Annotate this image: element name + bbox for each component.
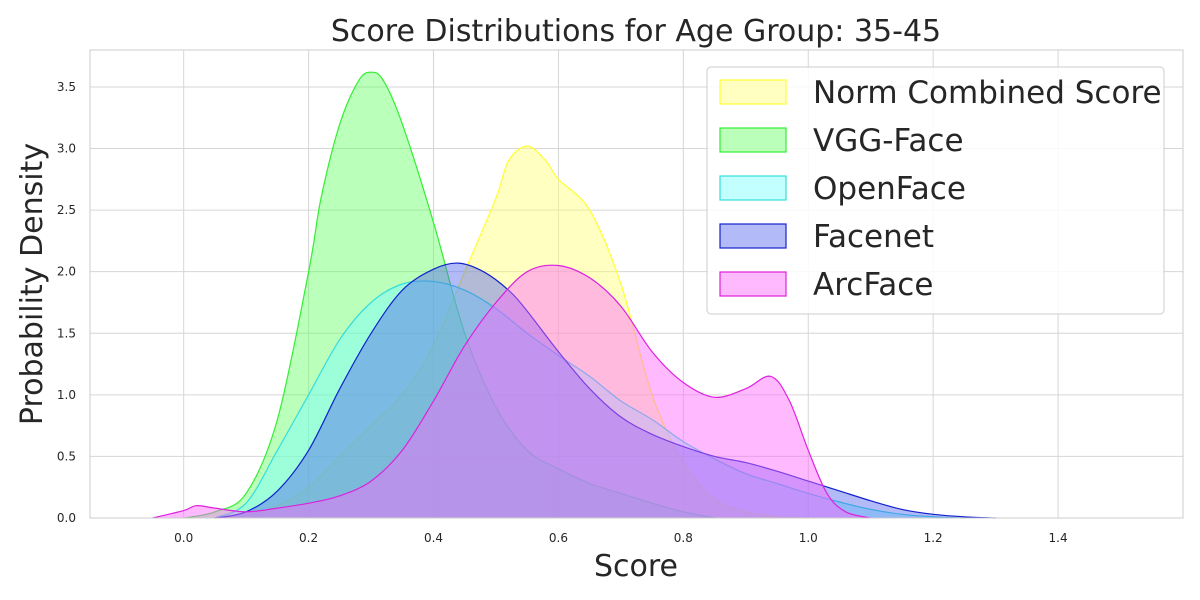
series-layer <box>152 71 996 519</box>
series-line-openface <box>214 280 965 519</box>
x-tick-labels: 0.0 0.2 0.4 0.6 0.8 1.0 1.2 1.4 <box>174 531 1067 545</box>
legend-swatch-norm-combined-score <box>719 79 787 105</box>
series-area-vgg-face <box>183 72 715 518</box>
y-tick-label: 2.5 <box>57 203 76 217</box>
x-axis-label: Score <box>594 549 678 584</box>
series-line-arcface <box>152 264 871 519</box>
legend-label-openface: OpenFace <box>813 171 966 207</box>
x-tick-label: 0.0 <box>174 531 193 545</box>
plot-frame <box>89 49 1184 519</box>
legend: Norm Combined Score VGG-Face OpenFace Facen… <box>706 66 1165 315</box>
y-axis-label: Probability Density <box>15 143 50 425</box>
legend-label-norm-combined-score: Norm Combined Score <box>813 75 1162 111</box>
legend-label-arcface: ArcFace <box>813 267 933 303</box>
legend-box <box>706 66 1165 315</box>
y-tick-label: 0.5 <box>57 449 76 463</box>
legend-label-vgg-face: VGG-Face <box>813 123 964 159</box>
y-tick-label: 0.0 <box>57 511 76 525</box>
y-tick-labels: 0.0 0.5 1.0 1.5 2.0 2.5 3.0 3.5 <box>57 80 76 525</box>
x-tick-label: 0.4 <box>424 531 443 545</box>
x-tick-label: 1.0 <box>799 531 818 545</box>
x-tick-label: 0.6 <box>549 531 568 545</box>
series-line-vgg-face <box>183 71 715 519</box>
series-area-openface <box>214 280 965 518</box>
y-tick-label: 2.0 <box>57 265 76 279</box>
legend-swatch-vgg-face <box>719 127 787 153</box>
series-area-arcface <box>152 265 871 518</box>
series-line-norm-combined-score <box>214 145 809 519</box>
chart-title: Score Distributions for Age Group: 35-45 <box>331 14 941 49</box>
series-area-facenet <box>214 263 996 518</box>
x-tick-label: 1.2 <box>924 531 943 545</box>
legend-label-facenet: Facenet <box>813 219 934 255</box>
legend-swatch-facenet <box>719 223 787 249</box>
legend-swatch-arcface <box>719 271 787 297</box>
y-tick-label: 1.0 <box>57 388 76 402</box>
y-tick-label: 3.5 <box>57 80 76 94</box>
series-line-facenet <box>214 262 996 519</box>
y-tick-label: 1.5 <box>57 326 76 340</box>
x-tick-label: 1.4 <box>1049 531 1068 545</box>
y-tick-label: 3.0 <box>57 142 76 156</box>
x-tick-label: 0.8 <box>674 531 693 545</box>
legend-swatch-openface <box>719 175 787 201</box>
x-tick-label: 0.2 <box>299 531 318 545</box>
